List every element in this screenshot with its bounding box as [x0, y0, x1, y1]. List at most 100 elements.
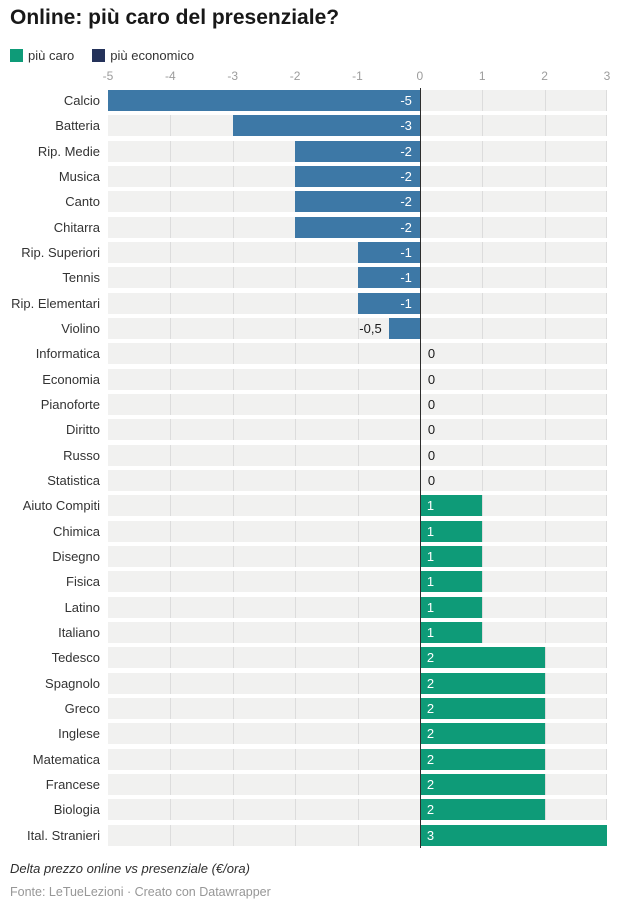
- row-band: 1: [108, 520, 607, 542]
- gridline: [295, 267, 297, 289]
- value-label: 1: [426, 498, 435, 514]
- gridline: [232, 444, 234, 466]
- gridline: [232, 318, 234, 340]
- gridline: [606, 748, 607, 770]
- gridline: [606, 799, 607, 821]
- chart-row: Pianoforte 0: [0, 392, 618, 417]
- gridline: [482, 368, 484, 390]
- gridline: [482, 90, 484, 112]
- gridline: [606, 343, 607, 365]
- row-band: 1: [108, 622, 607, 644]
- value-label: 2: [426, 701, 435, 717]
- gridline: [232, 748, 234, 770]
- category-label: Francese: [45, 777, 100, 793]
- x-tick-label: 1: [478, 69, 486, 83]
- gridline: [295, 596, 297, 618]
- gridline: [295, 748, 297, 770]
- gridline: [606, 166, 607, 188]
- row-band: 2: [108, 647, 607, 669]
- gridline: [544, 444, 546, 466]
- category-label: Fisica: [66, 574, 100, 590]
- gridline: [606, 495, 607, 517]
- gridline: [482, 140, 484, 162]
- bar-positive: [419, 748, 545, 770]
- legend-label: più caro: [28, 48, 75, 63]
- gridline: [606, 546, 607, 568]
- category-label: Italiano: [58, 625, 100, 641]
- gridline: [544, 394, 546, 416]
- category-label: Calcio: [63, 93, 100, 109]
- gridline: [170, 343, 172, 365]
- gridline: [606, 267, 607, 289]
- chart-row: Tedesco 2: [0, 645, 618, 670]
- value-label: -5: [400, 93, 412, 109]
- gridline: [232, 723, 234, 745]
- value-label: -1: [400, 245, 412, 261]
- row-band: -0,5: [108, 318, 607, 340]
- gridline: [170, 723, 172, 745]
- gridline: [295, 368, 297, 390]
- gridline: [170, 444, 172, 466]
- gridline: [544, 520, 546, 542]
- value-label: 0: [427, 422, 436, 438]
- gridline: [232, 647, 234, 669]
- gridline: [232, 596, 234, 618]
- row-band: -1: [108, 267, 607, 289]
- x-tick-label: 3: [603, 69, 611, 83]
- chart-row: Italiano 1: [0, 620, 618, 645]
- gridline: [170, 242, 172, 264]
- row-band: 3: [108, 824, 607, 846]
- gridline: [482, 520, 484, 542]
- value-label: 1: [426, 574, 435, 590]
- gridline: [232, 571, 234, 593]
- chart-row: Aiuto Compiti 1: [0, 493, 618, 518]
- gridline: [357, 394, 359, 416]
- gridline: [357, 495, 359, 517]
- bar-negative: [295, 140, 420, 162]
- chart-row: Statistica 0: [0, 468, 618, 493]
- bar-negative: [357, 242, 420, 264]
- gridline: [357, 368, 359, 390]
- gridline: [544, 571, 546, 593]
- gridline: [482, 470, 484, 492]
- x-tick-label: -1: [352, 69, 363, 83]
- gridline: [170, 318, 172, 340]
- bar-positive: [419, 723, 545, 745]
- gridline: [357, 622, 359, 644]
- gridline: [482, 242, 484, 264]
- category-label: Ital. Stranieri: [27, 827, 100, 843]
- category-label: Diritto: [66, 422, 100, 438]
- row-band: -5: [108, 90, 607, 112]
- gridline: [170, 115, 172, 137]
- gridline: [295, 419, 297, 441]
- gridline: [295, 622, 297, 644]
- value-label: 0: [427, 473, 436, 489]
- chart-row: Spagnolo 2: [0, 671, 618, 696]
- row-band: -2: [108, 216, 607, 238]
- gridline: [606, 191, 607, 213]
- bar-positive: [419, 799, 545, 821]
- gridline: [232, 343, 234, 365]
- gridline: [544, 622, 546, 644]
- value-label: 0: [427, 397, 436, 413]
- category-label: Informatica: [35, 346, 100, 362]
- bar-negative: [357, 292, 420, 314]
- value-label: 0: [427, 371, 436, 387]
- category-label: Inglese: [58, 726, 100, 742]
- gridline: [232, 622, 234, 644]
- row-band: 0: [108, 444, 607, 466]
- chart-row: Informatica 0: [0, 341, 618, 366]
- row-band: 2: [108, 723, 607, 745]
- gridline: [170, 748, 172, 770]
- value-label: -2: [400, 194, 412, 210]
- gridline: [170, 191, 172, 213]
- row-band: 0: [108, 470, 607, 492]
- gridline: [482, 343, 484, 365]
- value-label: 1: [426, 523, 435, 539]
- bar-negative: [295, 216, 420, 238]
- gridline: [170, 292, 172, 314]
- gridline: [606, 520, 607, 542]
- gridline: [482, 115, 484, 137]
- gridline: [295, 444, 297, 466]
